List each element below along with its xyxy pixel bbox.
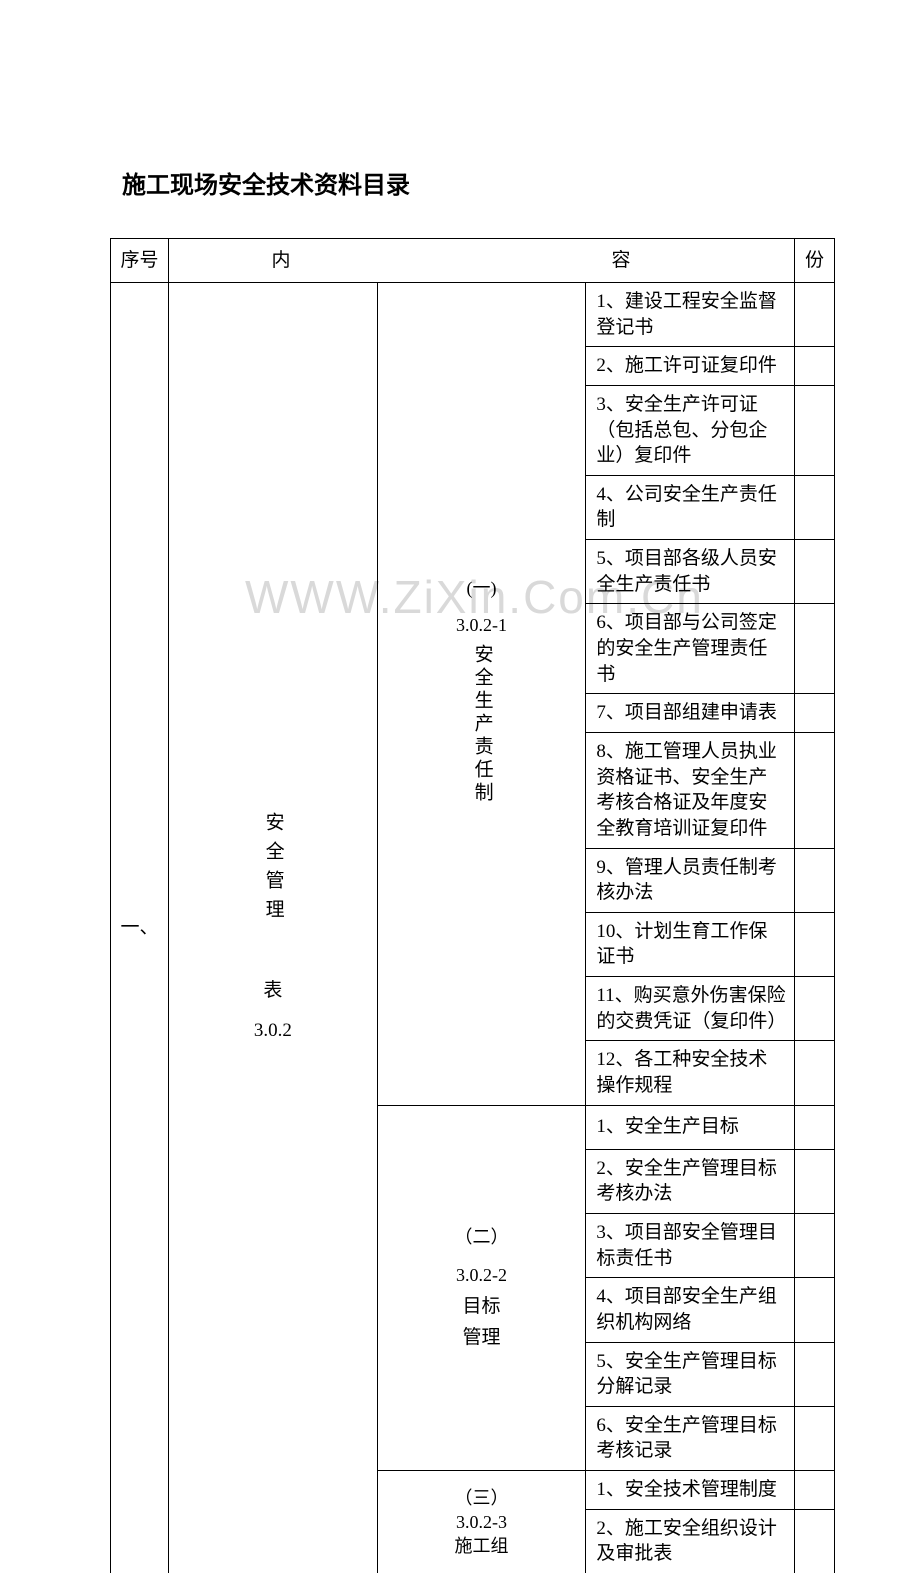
item-cell: 4、项目部安全生产组织机构网络 (586, 1278, 795, 1342)
section-2-label: （二） 3.0.2-2 目标 管理 (377, 1105, 586, 1470)
count-cell (795, 732, 835, 848)
header-row: 序号 内容 份 (111, 239, 835, 283)
catalog-table: 序号 内容 份 一、 安全管理 表 3.0.2 (110, 238, 835, 1573)
category-name: 安全管理 (260, 812, 286, 928)
item-cell: 6、安全生产管理目标考核记录 (586, 1406, 795, 1470)
item-cell: 8、施工管理人员执业资格证书、安全生产考核合格证及年度安全教育培训证复印件 (586, 732, 795, 848)
count-cell (795, 1471, 835, 1510)
item-cell: 11、购买意外伤害保险的交费凭证（复印件） (586, 977, 795, 1041)
count-cell (795, 385, 835, 475)
item-cell: 7、项目部组建申请表 (586, 694, 795, 733)
section-1-label: (一) 3.0.2-1 安全生产责任制 (377, 283, 586, 1106)
item-cell: 5、项目部各级人员安全生产责任书 (586, 540, 795, 604)
item-cell: 2、施工安全组织设计及审批表 (586, 1509, 795, 1573)
count-cell (795, 1105, 835, 1149)
item-cell: 1、建设工程安全监督登记书 (586, 283, 795, 347)
count-cell (795, 283, 835, 347)
count-cell (795, 1149, 835, 1213)
count-cell (795, 848, 835, 912)
item-cell: 6、项目部与公司签定的安全生产管理责任书 (586, 604, 795, 694)
item-cell: 4、公司安全生产责任制 (586, 475, 795, 539)
item-cell: 9、管理人员责任制考核办法 (586, 848, 795, 912)
count-cell (795, 977, 835, 1041)
category-cell: 安全管理 表 3.0.2 (169, 283, 378, 1573)
count-cell (795, 1213, 835, 1277)
hdr-count: 份 (795, 239, 835, 283)
count-cell (795, 540, 835, 604)
item-cell: 2、施工许可证复印件 (586, 347, 795, 386)
section-3-label: （三） 3.0.2-3 施工组 (377, 1471, 586, 1573)
hdr-seq: 序号 (111, 239, 169, 283)
count-cell (795, 1509, 835, 1573)
ref-prefix: 表 (254, 978, 292, 1004)
item-cell: 2、安全生产管理目标考核办法 (586, 1149, 795, 1213)
item-cell: 3、项目部安全管理目标责任书 (586, 1213, 795, 1277)
count-cell (795, 475, 835, 539)
item-cell: 1、安全技术管理制度 (586, 1471, 795, 1510)
count-cell (795, 1406, 835, 1470)
count-cell (795, 347, 835, 386)
seq-cell: 一、 (111, 283, 169, 1573)
count-cell (795, 1278, 835, 1342)
count-cell (795, 912, 835, 976)
count-cell (795, 1342, 835, 1406)
table-row: 一、 安全管理 表 3.0.2 (一) 3.0.2-1 安全生 (111, 283, 835, 347)
item-cell: 3、安全生产许可证（包括总包、分包企业）复印件 (586, 385, 795, 475)
item-cell: 1、安全生产目标 (586, 1105, 795, 1149)
count-cell (795, 694, 835, 733)
item-cell: 12、各工种安全技术操作规程 (586, 1041, 795, 1105)
count-cell (795, 604, 835, 694)
item-cell: 5、安全生产管理目标分解记录 (586, 1342, 795, 1406)
page-title: 施工现场安全技术资料目录 (122, 165, 835, 200)
count-cell (795, 1041, 835, 1105)
ref-code: 3.0.2 (254, 1018, 292, 1044)
item-cell: 10、计划生育工作保证书 (586, 912, 795, 976)
hdr-content: 内容 (169, 239, 795, 283)
